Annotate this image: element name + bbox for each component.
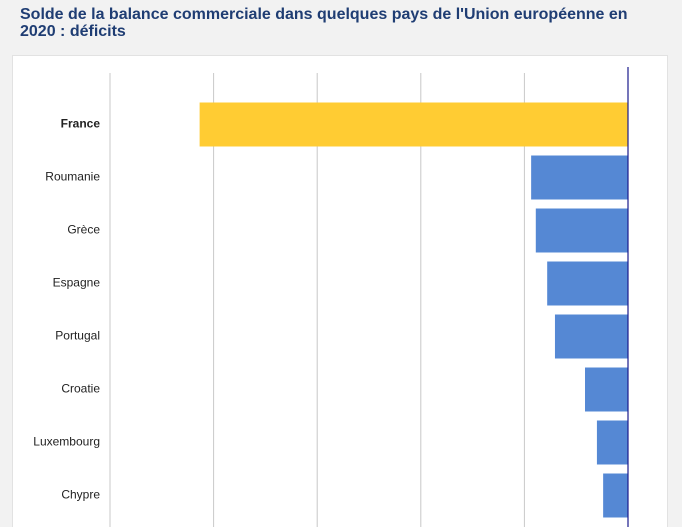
bar xyxy=(554,314,628,359)
y-tick-label: Grèce xyxy=(67,223,100,237)
bar xyxy=(603,473,628,518)
bar xyxy=(596,420,628,465)
y-tick-label: Croatie xyxy=(61,382,100,396)
y-tick-label: France xyxy=(61,117,101,131)
bar xyxy=(547,261,628,306)
y-tick-label: Luxembourg xyxy=(33,435,100,449)
y-tick-label: Espagne xyxy=(53,276,101,290)
bar xyxy=(199,102,628,147)
y-tick-label: Roumanie xyxy=(45,170,100,184)
y-tick-label: Portugal xyxy=(55,329,100,343)
bar xyxy=(585,367,628,412)
chart-title: Solde de la balance commerciale dans que… xyxy=(20,6,628,40)
y-tick-label: Chypre xyxy=(61,488,100,502)
bar xyxy=(535,208,628,253)
bar xyxy=(531,155,628,200)
